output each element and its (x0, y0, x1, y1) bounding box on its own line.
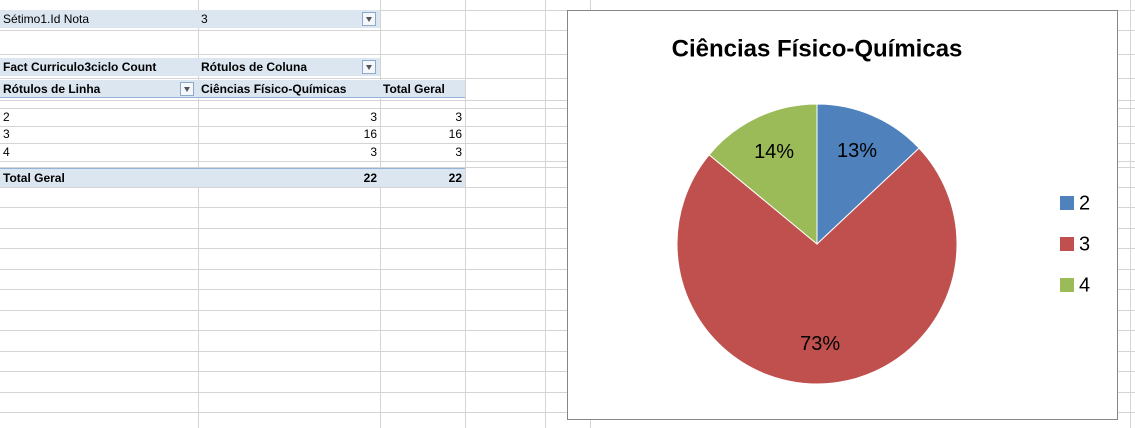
pie-slice (816, 103, 920, 246)
legend-swatch (1060, 196, 1074, 210)
total-label: Total Geral (0, 168, 198, 187)
row-label: 2 (3, 110, 10, 124)
value-cell: 3 (455, 145, 462, 159)
column-dropdown[interactable] (362, 60, 376, 74)
data-label: 14% (754, 141, 794, 163)
pie-slice (676, 147, 958, 385)
value-cell: 16 (448, 127, 462, 141)
pie-slice (708, 103, 818, 246)
chart-title: Ciências Físico-Químicas (672, 35, 963, 62)
pie-chart: Ciências Físico-Químicas 13% 73% 14% 2 3 4 (567, 10, 1118, 420)
row-dropdown[interactable] (180, 82, 194, 96)
column-header: Ciências Físico-Químicas (198, 80, 380, 98)
value-cell: 3 (370, 145, 377, 159)
row-label: 3 (3, 127, 10, 141)
column-header: Total Geral (380, 80, 465, 98)
legend-label: 3 (1079, 233, 1090, 255)
row-label: 4 (3, 145, 10, 159)
legend-swatch (1060, 278, 1074, 292)
column-header-label: Rótulos de Coluna (198, 58, 380, 76)
legend-swatch (1060, 237, 1074, 251)
data-label: 13% (837, 140, 877, 162)
filter-dropdown[interactable] (362, 12, 376, 26)
value-cell: 3 (455, 110, 462, 124)
total-value: 22 (198, 168, 380, 187)
row-header-label: Rótulos de Linha (0, 80, 198, 98)
legend-label: 2 (1079, 192, 1090, 214)
data-label: 73% (800, 333, 840, 355)
filter-value: 3 (198, 10, 380, 28)
total-value: 22 (380, 168, 465, 187)
legend-label: 4 (1079, 274, 1090, 296)
filter-label: Sétimo1.Id Nota (0, 10, 198, 28)
pivot-corner: Fact Curriculo3ciclo Count (0, 58, 198, 76)
value-cell: 3 (370, 110, 377, 124)
value-cell: 16 (363, 127, 377, 141)
